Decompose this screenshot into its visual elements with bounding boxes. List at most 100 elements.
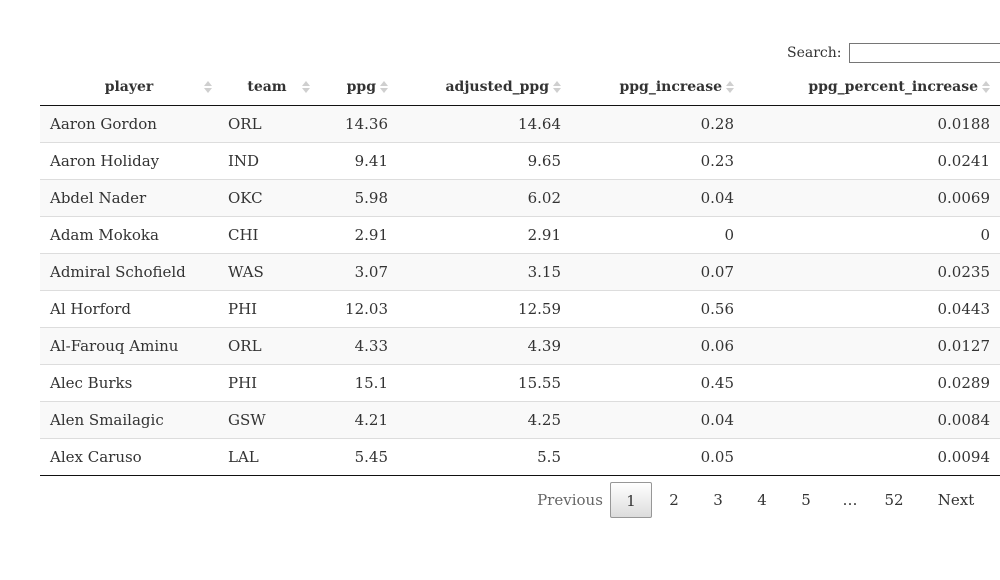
cell-team: WAS	[218, 253, 316, 291]
cell-ppg: 14.36	[316, 105, 398, 143]
cell-ppg-percent-increase: 0.0241	[744, 142, 1000, 180]
column-header-ppg[interactable]: ppg	[316, 69, 398, 106]
header-row: player team ppg adjusted_ppg ppg_increas…	[40, 69, 1000, 106]
table-row: Alec Burks PHI 15.1 15.55 0.45 0.0289	[40, 364, 1000, 402]
cell-ppg-increase: 0.06	[571, 327, 744, 365]
next-page-button[interactable]: Next	[937, 491, 975, 509]
sort-icon	[553, 80, 561, 94]
cell-ppg-percent-increase: 0.0069	[744, 179, 1000, 217]
cell-adjusted-ppg: 4.39	[398, 327, 571, 365]
table-row: Abdel Nader OKC 5.98 6.02 0.04 0.0069	[40, 179, 1000, 217]
search-input[interactable]	[848, 43, 1000, 63]
cell-adjusted-ppg: 6.02	[398, 179, 571, 217]
column-header-label: player	[104, 79, 154, 95]
sort-icon	[982, 80, 990, 94]
cell-ppg: 15.1	[316, 364, 398, 402]
cell-ppg: 9.41	[316, 142, 398, 180]
cell-player: Abdel Nader	[40, 179, 218, 217]
cell-ppg-increase: 0.23	[571, 142, 744, 180]
column-header-team[interactable]: team	[218, 69, 316, 106]
cell-ppg: 2.91	[316, 216, 398, 254]
table-row: Al Horford PHI 12.03 12.59 0.56 0.0443	[40, 290, 1000, 328]
column-header-player[interactable]: player	[40, 69, 218, 106]
cell-team: ORL	[218, 327, 316, 365]
cell-ppg-increase: 0.04	[571, 179, 744, 217]
cell-ppg-percent-increase: 0.0188	[744, 105, 1000, 143]
table-row: Alen Smailagic GSW 4.21 4.25 0.04 0.0084	[40, 401, 1000, 439]
table-row: Alex Caruso LAL 5.45 5.5 0.05 0.0094	[40, 438, 1000, 476]
pagination: Previous 1 2 3 4 5 … 52 Next	[530, 482, 996, 518]
cell-ppg-increase: 0.28	[571, 105, 744, 143]
cell-adjusted-ppg: 2.91	[398, 216, 571, 254]
page-button-3[interactable]: 3	[713, 491, 723, 509]
column-header-adjusted-ppg[interactable]: adjusted_ppg	[398, 69, 571, 106]
cell-adjusted-ppg: 4.25	[398, 401, 571, 439]
cell-team: LAL	[218, 438, 316, 476]
column-header-label: adjusted_ppg	[445, 79, 549, 95]
table-row: Aaron Gordon ORL 14.36 14.64 0.28 0.0188	[40, 105, 1000, 143]
cell-ppg-increase: 0.04	[571, 401, 744, 439]
page-button-4[interactable]: 4	[757, 491, 767, 509]
sort-icon	[726, 80, 734, 94]
cell-player: Alen Smailagic	[40, 401, 218, 439]
table-row: Admiral Schofield WAS 3.07 3.15 0.07 0.0…	[40, 253, 1000, 291]
column-header-ppg-increase[interactable]: ppg_increase	[571, 69, 744, 106]
cell-player: Alex Caruso	[40, 438, 218, 476]
cell-team: GSW	[218, 401, 316, 439]
data-table: player team ppg adjusted_ppg ppg_increas…	[40, 69, 1000, 476]
column-header-label: ppg	[346, 79, 376, 95]
column-header-ppg-percent-increase[interactable]: ppg_percent_increase	[744, 69, 1000, 106]
cell-adjusted-ppg: 5.5	[398, 438, 571, 476]
cell-ppg-percent-increase: 0.0127	[744, 327, 1000, 365]
cell-ppg: 5.45	[316, 438, 398, 476]
cell-ppg-increase: 0.07	[571, 253, 744, 291]
search-bar: Search:	[780, 41, 1000, 65]
cell-ppg-percent-increase: 0.0084	[744, 401, 1000, 439]
sort-icon	[302, 80, 310, 94]
cell-ppg: 4.21	[316, 401, 398, 439]
cell-adjusted-ppg: 12.59	[398, 290, 571, 328]
cell-adjusted-ppg: 3.15	[398, 253, 571, 291]
cell-team: ORL	[218, 105, 316, 143]
cell-ppg: 3.07	[316, 253, 398, 291]
cell-player: Alec Burks	[40, 364, 218, 402]
cell-ppg-increase: 0.05	[571, 438, 744, 476]
page-button-2[interactable]: 2	[669, 491, 679, 509]
table-row: Al-Farouq Aminu ORL 4.33 4.39 0.06 0.012…	[40, 327, 1000, 365]
cell-player: Aaron Gordon	[40, 105, 218, 143]
page-button-5[interactable]: 5	[801, 491, 811, 509]
column-header-label: ppg_percent_increase	[808, 79, 978, 95]
cell-ppg-percent-increase: 0.0094	[744, 438, 1000, 476]
table-row: Adam Mokoka CHI 2.91 2.91 0 0	[40, 216, 1000, 254]
cell-adjusted-ppg: 15.55	[398, 364, 571, 402]
cell-ppg-percent-increase: 0.0235	[744, 253, 1000, 291]
cell-ppg-percent-increase: 0.0443	[744, 290, 1000, 328]
cell-team: PHI	[218, 364, 316, 402]
cell-ppg-percent-increase: 0	[744, 216, 1000, 254]
cell-adjusted-ppg: 9.65	[398, 142, 571, 180]
cell-ppg: 5.98	[316, 179, 398, 217]
cell-ppg-percent-increase: 0.0289	[744, 364, 1000, 402]
cell-team: PHI	[218, 290, 316, 328]
sort-icon	[204, 80, 212, 94]
pagination-ellipsis: …	[842, 491, 858, 509]
sort-icon	[380, 80, 388, 94]
cell-ppg-increase: 0.45	[571, 364, 744, 402]
previous-page-button[interactable]: Previous	[537, 491, 603, 509]
cell-team: IND	[218, 142, 316, 180]
cell-team: OKC	[218, 179, 316, 217]
cell-player: Al Horford	[40, 290, 218, 328]
cell-player: Al-Farouq Aminu	[40, 327, 218, 365]
cell-team: CHI	[218, 216, 316, 254]
table-row: Aaron Holiday IND 9.41 9.65 0.23 0.0241	[40, 142, 1000, 180]
page-button-52[interactable]: 52	[884, 491, 904, 509]
cell-player: Adam Mokoka	[40, 216, 218, 254]
column-header-label: ppg_increase	[619, 79, 722, 95]
cell-ppg-increase: 0.56	[571, 290, 744, 328]
cell-ppg-increase: 0	[571, 216, 744, 254]
cell-ppg: 4.33	[316, 327, 398, 365]
cell-player: Admiral Schofield	[40, 253, 218, 291]
cell-adjusted-ppg: 14.64	[398, 105, 571, 143]
column-header-label: team	[247, 79, 287, 95]
page-button-1[interactable]: 1	[610, 482, 652, 518]
